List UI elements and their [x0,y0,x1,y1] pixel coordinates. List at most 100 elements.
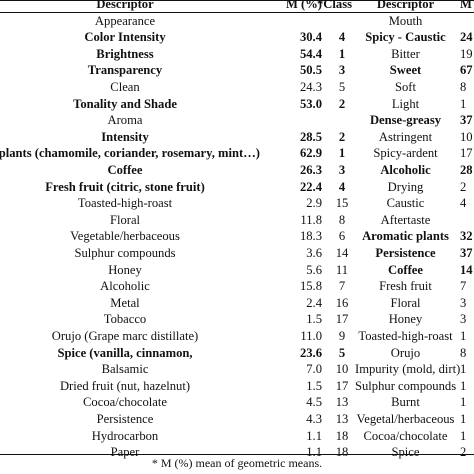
table-row: Dense-greasy 37 [355,112,474,129]
mean-cell: 23.6 [299,345,322,360]
table-row: Cocoa/chocolate 1 [355,428,474,445]
table-row: Sulphur compounds 3.6 14 [0,245,355,262]
table-row: Floral 11.8 8 [0,212,355,229]
descriptor-cell: Tobacco [103,312,147,327]
mean-cell: 37 [460,245,473,260]
table-row: Aftertaste [355,212,474,229]
class-cell: 18 [335,445,349,460]
descriptor-cell: Brightness [96,46,154,61]
descriptor-cell: Toasted-high-roast [77,196,173,211]
mean-cell: 30.4 [299,30,322,45]
descriptor-cell: Soft [395,79,416,94]
class-cell: 11 [335,262,349,277]
mean-cell: 7.0 [306,362,322,377]
mean-cell: 50.5 [299,63,322,78]
header-descriptor-left: Descriptor [96,0,154,11]
table-row: Light 1 [355,96,474,113]
descriptor-cell: Floral [109,212,141,227]
mean-cell: 67 [460,63,473,78]
class-cell: 6 [338,229,346,244]
mean-cell: 3 [460,295,467,310]
mean-cell: 1.1 [306,445,322,460]
descriptor-cell: Caustic [386,196,425,211]
header-top-rule [0,0,474,1]
mean-cell: 8 [460,79,467,94]
descriptor-cell: Honey [108,262,142,277]
mean-cell: 22.4 [299,179,322,194]
descriptor-cell: Alcoholic [380,162,431,177]
class-cell: 2 [338,129,346,144]
class-cell: 13 [335,411,349,426]
mean-cell: 4.3 [306,411,322,426]
table-row: Sulphur compounds 1 [355,378,474,395]
table-row: Aroma [0,112,355,129]
mean-cell: 32 [460,229,473,244]
mean-cell: 28 [460,162,473,177]
descriptor-cell: Sulphur compounds [74,245,176,260]
class-cell: 5 [338,79,346,94]
table-row: Clean 24.3 5 [0,79,355,96]
descriptor-cell: Astringent [378,129,433,144]
header-class-left: *Class [317,0,352,11]
table-row: Orujo 8 [355,345,474,362]
descriptor-cell: Spice [391,445,420,460]
class-cell: 7 [338,279,346,294]
table-row: Toasted-high-roast 1 [355,328,474,345]
table-row: Sweet 67 [355,62,474,79]
table-row: Toasted-high-roast 2.9 15 [0,195,355,212]
descriptor-cell: Mouth [388,13,423,28]
mean-cell: 1.1 [306,428,322,443]
descriptor-cell: Clean [110,79,140,94]
descriptor-cell: Orujo (Grape marc distillate) [51,328,199,343]
mean-cell: 11.0 [300,328,322,343]
descriptor-cell: Vegetable/herbaceous [70,229,180,244]
table-footnote: * M (%) mean of geometric means. [151,456,323,470]
table-row: Spice 2 [355,444,474,461]
mean-cell: 2 [460,179,467,194]
descriptor-cell: Paper [110,445,140,460]
mean-cell: 1 [460,428,467,443]
table-row: Drying 2 [355,179,474,196]
table-bottom-rule [0,454,474,455]
mean-cell: 3 [460,312,467,327]
table-row: Transparency 50.5 3 [0,62,355,79]
mean-cell: 1 [460,362,467,377]
class-cell: 16 [335,295,349,310]
descriptor-cell: Spice (vanilla, cinnamon, [57,345,193,360]
class-cell: 4 [338,179,346,194]
mean-cell: 24.3 [299,79,322,94]
header-mean-left: M (%) [285,0,322,11]
mean-cell: 4.5 [306,395,322,410]
mean-cell: 10 [460,129,473,144]
class-cell: 2 [338,96,346,111]
descriptor-cell: Cocoa/chocolate [363,428,448,443]
header-mean-right: M ( [460,0,474,11]
table-row: Burnt 1 [355,394,474,411]
table-row: Fresh fruit 7 [355,278,474,295]
descriptor-cell: Sulphur compounds [355,378,457,393]
table-row: Spicy - Caustic 24 [355,29,474,46]
header-descriptor-right: Descriptor [376,0,435,11]
mean-cell: 24 [460,30,473,45]
mean-cell: 1 [460,395,467,410]
table-row: Vegetable/herbaceous 18.3 6 [0,228,355,245]
table-row: Impurity (mold, dirt) 1 [355,361,474,378]
descriptor-cell: Intensity [101,129,149,144]
descriptor-cell: Drying [387,179,424,194]
descriptor-cell: Metal [110,295,140,310]
table-row: Persistence 4.3 13 [0,411,355,428]
table-row: Vegetal/herbaceous 1 [355,411,474,428]
mean-cell: 1 [460,96,467,111]
table-row: Bitter 19 [355,46,474,63]
descriptor-cell: Transparency [87,63,163,78]
mean-cell: 8 [460,345,467,360]
table-row: Floral 3 [355,295,474,312]
descriptor-cell: Balsamic [101,362,149,377]
descriptor-cell: Sweet [389,63,422,78]
header-bottom-rule [0,12,474,13]
descriptor-cell: Floral [390,295,421,310]
table-row: Dried fruit (nut, hazelnut) 1.5 17 [0,378,355,395]
class-cell: 1 [338,146,346,161]
mean-cell: 7 [460,279,467,294]
